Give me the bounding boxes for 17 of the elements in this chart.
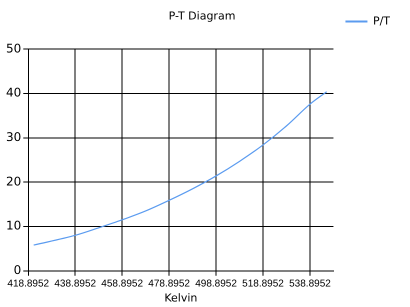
legend-label: P/T (372, 14, 390, 28)
x-tick-label: 438.8952 (54, 278, 97, 290)
y-tick-label: 10 (6, 218, 22, 233)
x-axis-title: Kelvin (164, 291, 198, 304)
x-tick-label: 418.8952 (7, 278, 50, 290)
y-tick-label: 30 (6, 130, 22, 144)
line-series (33, 91, 328, 246)
y-tick-label: 40 (6, 86, 22, 100)
x-tick-label: 458.8952 (101, 278, 144, 290)
chart-title: P-T Diagram (168, 9, 236, 22)
y-tick-label: 0 (14, 262, 22, 277)
y-tick-label: 50 (6, 41, 22, 56)
y-tick-label: 20 (6, 174, 22, 188)
x-tick-label: 498.8952 (195, 278, 238, 290)
x-tick-label: 478.8952 (148, 278, 190, 290)
x-tick-label: 538.8952 (289, 278, 332, 290)
x-tick-label: 518.8952 (242, 278, 284, 290)
